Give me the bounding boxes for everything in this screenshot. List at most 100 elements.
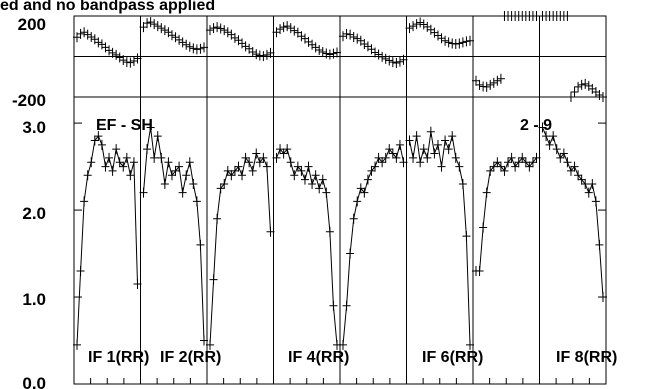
phase-point: [76, 28, 85, 39]
phase-point: [360, 38, 369, 49]
phase-point: [315, 45, 324, 56]
amp-point: [286, 157, 295, 168]
amp-series-line: [143, 127, 205, 341]
baseline-label: EF - SH: [96, 117, 153, 134]
phase-point: [496, 73, 505, 84]
phase-point: [333, 47, 341, 58]
amp-point: [595, 239, 604, 250]
phase-point: [213, 22, 222, 33]
amp-point: [426, 126, 435, 137]
amp-point: [105, 152, 114, 163]
amp-point: [552, 144, 561, 155]
amp-point: [479, 222, 488, 233]
amp-point: [482, 187, 491, 198]
antenna-pair-label: 2 - 9: [520, 117, 552, 134]
amp-point: [489, 161, 498, 172]
amp-point: [532, 152, 541, 163]
amp-point: [577, 174, 586, 185]
amp-point: [87, 157, 96, 168]
phase-point: [112, 49, 121, 60]
phase-point: [441, 35, 450, 46]
phase-point: [426, 24, 435, 35]
amp-point: [371, 161, 380, 172]
amp-point: [353, 196, 362, 207]
if-series-6: [405, 17, 474, 350]
amp-point: [90, 135, 99, 146]
phase-point: [475, 79, 484, 90]
phase-point: [371, 47, 380, 58]
phase-point: [599, 92, 607, 102]
amp-point: [283, 144, 292, 155]
amp-point: [349, 213, 358, 224]
phase-point: [577, 79, 586, 90]
amp-point: [556, 152, 565, 163]
phase-point: [346, 29, 355, 40]
phase-point: [381, 53, 390, 64]
if-series-4: [272, 21, 341, 350]
amp-point: [220, 178, 229, 189]
amp-point: [252, 148, 261, 159]
amp-series-line: [342, 144, 404, 345]
phase-point: [252, 49, 261, 60]
phase-point: [318, 47, 327, 58]
amp-point: [409, 152, 418, 163]
amp-point: [164, 157, 173, 168]
phase-point: [409, 21, 418, 32]
amp-point: [76, 265, 85, 276]
phase-point: [129, 55, 138, 66]
phase-point: [444, 37, 453, 48]
amp-point: [588, 178, 597, 189]
phase-point: [563, 11, 572, 21]
amp-point: [146, 122, 155, 133]
amp-point: [496, 161, 505, 172]
phase-point: [83, 29, 92, 40]
phase-point: [126, 57, 135, 68]
amp-point: [395, 139, 404, 150]
phase-point: [405, 23, 414, 34]
phase-point: [192, 44, 201, 55]
amp-point: [545, 139, 554, 150]
if-label-6: IF 6(RR): [422, 349, 483, 366]
amp-point: [150, 152, 159, 163]
amp-point: [511, 161, 520, 172]
phase-point: [308, 39, 317, 50]
amp-point: [304, 161, 313, 172]
amp-point: [276, 144, 285, 155]
phase-point: [255, 50, 264, 61]
if-series-5: [339, 28, 408, 350]
phase-point: [94, 37, 103, 48]
amp-point: [209, 274, 218, 285]
phase-point: [266, 47, 275, 58]
amp-point: [507, 152, 516, 163]
amp-point: [518, 152, 527, 163]
phase-point: [290, 25, 299, 36]
amp-point: [416, 157, 425, 168]
if-series-1: [73, 27, 142, 350]
amp-point: [559, 148, 568, 159]
phase-point: [297, 31, 306, 42]
phase-point: [283, 21, 292, 32]
amp-point: [108, 165, 117, 176]
phase-point: [472, 75, 480, 86]
phase-point: [185, 41, 194, 52]
amp-point: [521, 157, 530, 168]
phase-point: [171, 32, 180, 43]
amp-point: [448, 131, 457, 142]
phase-point: [175, 34, 184, 45]
amp-point: [388, 148, 397, 159]
amp-point: [381, 152, 390, 163]
phase-tick-top: 200: [18, 15, 46, 34]
amp-point: [259, 152, 268, 163]
amp-point: [83, 170, 92, 181]
amp-point: [412, 131, 421, 142]
amp-point: [500, 165, 509, 176]
phase-tick-bottom: -200: [12, 91, 46, 110]
amp-point: [392, 152, 401, 163]
amp-point: [504, 157, 513, 168]
chart-title: ed and no bandpass applied: [0, 0, 215, 14]
amp-point: [570, 161, 579, 172]
phase-point: [279, 22, 288, 33]
amp-point: [574, 170, 583, 181]
phase-point: [259, 51, 268, 62]
phase-point: [105, 45, 114, 56]
